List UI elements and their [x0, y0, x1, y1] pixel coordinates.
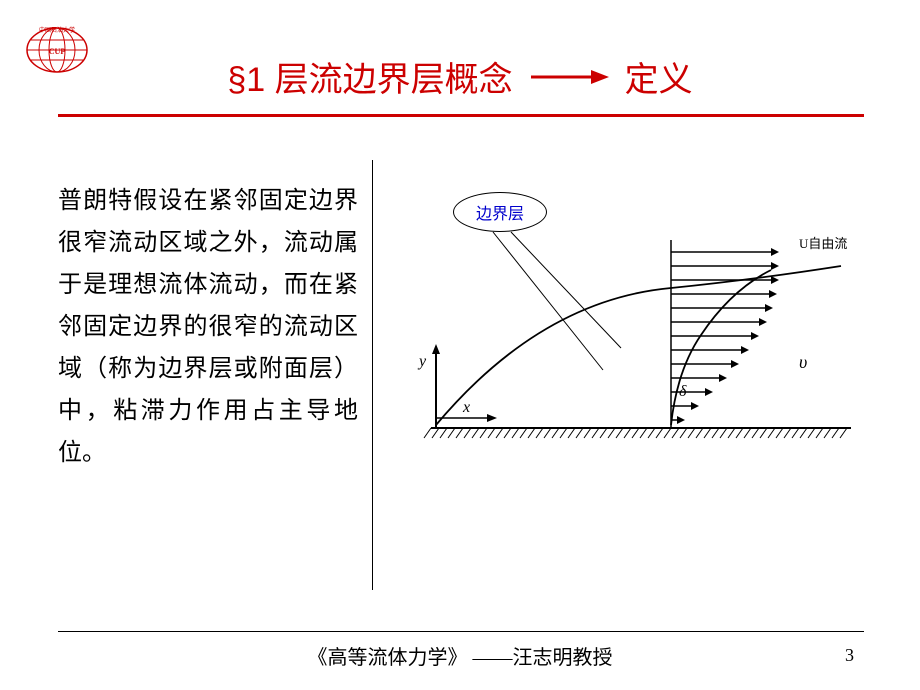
- title-definition: 定义: [625, 52, 693, 101]
- header-rule: [58, 114, 864, 117]
- text-column: 普朗特假设在紧邻固定边界很窄流动区域之外，流动属于是理想流体流动，而在紧邻固定边…: [58, 160, 358, 600]
- boundary-curve: [436, 266, 841, 425]
- svg-text:U自由流: U自由流: [799, 236, 847, 251]
- plate-hatching: [424, 428, 847, 438]
- boundary-layer-diagram: y x δ υ U自由流: [401, 170, 871, 480]
- svg-text:中国石油大学: 中国石油大学: [39, 26, 75, 34]
- title-main: §1 层流边界层概念: [227, 52, 512, 101]
- svg-text:υ: υ: [799, 352, 807, 372]
- svg-text:y: y: [417, 353, 427, 370]
- page-number: 3: [845, 645, 854, 666]
- svg-text:δ: δ: [679, 383, 687, 400]
- footer-rule: [58, 631, 864, 632]
- slide-title: §1 层流边界层概念 定义: [0, 52, 920, 101]
- body-paragraph: 普朗特假设在紧邻固定边界很窄流动区域之外，流动属于是理想流体流动，而在紧邻固定边…: [58, 180, 358, 474]
- content-area: 普朗特假设在紧邻固定边界很窄流动区域之外，流动属于是理想流体流动，而在紧邻固定边…: [58, 160, 864, 600]
- diagram-column: 边界层 y x δ: [401, 160, 864, 600]
- svg-text:x: x: [462, 399, 470, 416]
- arrow-icon: [529, 67, 609, 87]
- vertical-divider: [372, 160, 373, 590]
- footer-text: 《高等流体力学》 ——汪志明教授: [0, 641, 920, 670]
